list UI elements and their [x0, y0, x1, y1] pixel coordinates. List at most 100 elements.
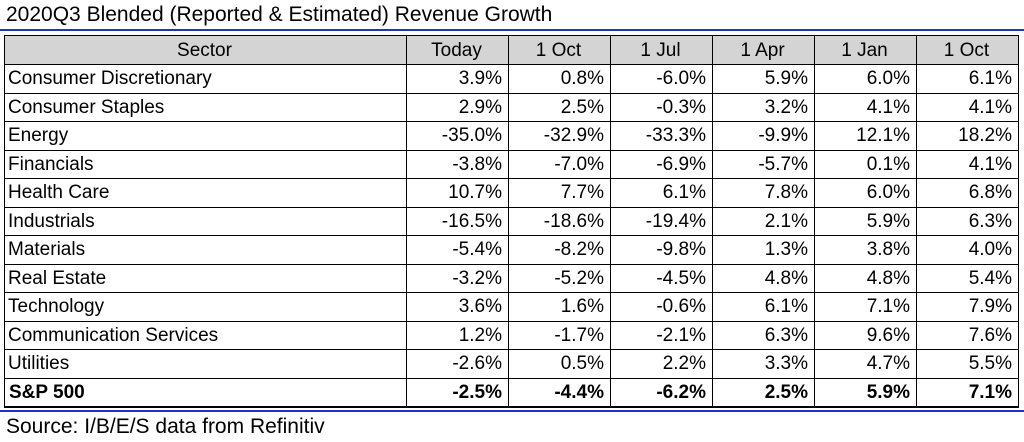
value-cell: 4.1% [916, 149, 1019, 179]
value-cell: 3.9% [406, 64, 509, 94]
value-cell: 6.1% [712, 292, 815, 322]
value-cell: 5.5% [916, 349, 1019, 379]
value-cell: 6.0% [814, 178, 917, 208]
table-row: Consumer Staples 2.9% 2.5% -0.3% 3.2% 4.1% 4.1… [4, 92, 1019, 122]
value-cell: -7.0% [508, 149, 611, 179]
value-cell: -2.5% [406, 377, 509, 408]
value-cell: -4.5% [610, 263, 713, 293]
column-header-sector: Sector [4, 35, 407, 65]
value-cell: -16.5% [406, 206, 509, 236]
value-cell: -32.9% [508, 121, 611, 151]
value-cell: -6.0% [610, 64, 713, 94]
value-cell: 7.8% [712, 178, 815, 208]
value-cell: 6.3% [916, 206, 1019, 236]
sector-cell: Energy [4, 121, 407, 151]
sector-cell: Consumer Staples [4, 92, 407, 122]
value-cell: 3.2% [712, 92, 815, 122]
value-cell: 3.8% [814, 235, 917, 265]
value-cell: 2.9% [406, 92, 509, 122]
value-cell: -6.9% [610, 149, 713, 179]
table-row: Utilities -2.6% 0.5% 2.2% 3.3% 4.7% 5.5% [4, 349, 1019, 379]
table-row: Communication Services 1.2% -1.7% -2.1% 6.3%… [4, 320, 1019, 350]
value-cell: -2.6% [406, 349, 509, 379]
value-cell: 7.1% [814, 292, 917, 322]
value-cell: 2.2% [610, 349, 713, 379]
value-cell: 5.9% [814, 206, 917, 236]
value-cell: -2.1% [610, 320, 713, 350]
value-cell: -35.0% [406, 121, 509, 151]
value-cell: 4.1% [814, 92, 917, 122]
sector-cell: Financials [4, 149, 407, 179]
value-cell: -9.8% [610, 235, 713, 265]
revenue-growth-table: Sector Today 1 Oct 1 Jul 1 Apr 1 Jan 1 O… [4, 35, 1019, 408]
value-cell: -3.2% [406, 263, 509, 293]
value-cell: 7.9% [916, 292, 1019, 322]
table-row: Materials -5.4% -8.2% -9.8% 1.3% 3.8% 4.0% [4, 235, 1019, 265]
table-row: Real Estate -3.2% -5.2% -4.5% 4.8% 4.8% 5.4% [4, 263, 1019, 293]
value-cell: -1.7% [508, 320, 611, 350]
value-cell: 3.6% [406, 292, 509, 322]
value-cell: 4.8% [712, 263, 815, 293]
value-cell: 2.5% [712, 377, 815, 408]
value-cell: 7.6% [916, 320, 1019, 350]
table-row: Industrials -16.5% -18.6% -19.4% 2.1% 5.9% 6.3… [4, 206, 1019, 236]
source-note: Source: I/B/E/S data from Refinitiv [6, 415, 325, 438]
value-cell: 4.7% [814, 349, 917, 379]
value-cell: 5.4% [916, 263, 1019, 293]
total-row: S&P 500 -2.5% -4.4% -6.2% 2.5% 5.9% 7.1% [4, 377, 1019, 408]
value-cell: 4.1% [916, 92, 1019, 122]
value-cell: 6.8% [916, 178, 1019, 208]
value-cell: 1.6% [508, 292, 611, 322]
column-header-1-oct: 1 Oct [508, 35, 611, 65]
value-cell: -19.4% [610, 206, 713, 236]
value-cell: 6.1% [610, 178, 713, 208]
value-cell: 0.8% [508, 64, 611, 94]
value-cell: 6.1% [916, 64, 1019, 94]
table-row: Consumer Discretionary 3.9% 0.8% -6.0% 5.9% 6… [4, 64, 1019, 94]
value-cell: 9.6% [814, 320, 917, 350]
value-cell: -6.2% [610, 377, 713, 408]
value-cell: 10.7% [406, 178, 509, 208]
value-cell: -5.2% [508, 263, 611, 293]
value-cell: 2.1% [712, 206, 815, 236]
value-cell: -5.7% [712, 149, 815, 179]
value-cell: 6.0% [814, 64, 917, 94]
table-row: Technology 3.6% 1.6% -0.6% 6.1% 7.1% 7.9% [4, 292, 1019, 322]
sector-cell: Technology [4, 292, 407, 322]
source-divider [0, 410, 1024, 412]
value-cell: -0.3% [610, 92, 713, 122]
sector-cell: Health Care [4, 178, 407, 208]
sector-cell: Materials [4, 235, 407, 265]
table-row: Financials -3.8% -7.0% -6.9% -5.7% 0.1% 4.1% [4, 149, 1019, 179]
sector-cell: Communication Services [4, 320, 407, 350]
column-header-today: Today [406, 35, 509, 65]
value-cell: 12.1% [814, 121, 917, 151]
column-header-1-oct-prior: 1 Oct [916, 35, 1019, 65]
value-cell: 5.9% [814, 377, 917, 408]
column-header-1-jan: 1 Jan [814, 35, 917, 65]
sector-cell: Real Estate [4, 263, 407, 293]
value-cell: 18.2% [916, 121, 1019, 151]
value-cell: 7.1% [916, 377, 1019, 408]
value-cell: -3.8% [406, 149, 509, 179]
value-cell: 7.7% [508, 178, 611, 208]
column-header-1-apr: 1 Apr [712, 35, 815, 65]
sector-cell: S&P 500 [4, 377, 407, 408]
value-cell: -0.6% [610, 292, 713, 322]
sector-cell: Consumer Discretionary [4, 64, 407, 94]
column-header-1-jul: 1 Jul [610, 35, 713, 65]
value-cell: -9.9% [712, 121, 815, 151]
value-cell: 0.5% [508, 349, 611, 379]
value-cell: -8.2% [508, 235, 611, 265]
table-title: 2020Q3 Blended (Reported & Estimated) Re… [6, 3, 553, 26]
title-divider [0, 29, 1024, 31]
value-cell: 3.3% [712, 349, 815, 379]
value-cell: -18.6% [508, 206, 611, 236]
value-cell: 2.5% [508, 92, 611, 122]
value-cell: 0.1% [814, 149, 917, 179]
sector-cell: Industrials [4, 206, 407, 236]
value-cell: 1.3% [712, 235, 815, 265]
value-cell: 6.3% [712, 320, 815, 350]
value-cell: 4.0% [916, 235, 1019, 265]
value-cell: 5.9% [712, 64, 815, 94]
